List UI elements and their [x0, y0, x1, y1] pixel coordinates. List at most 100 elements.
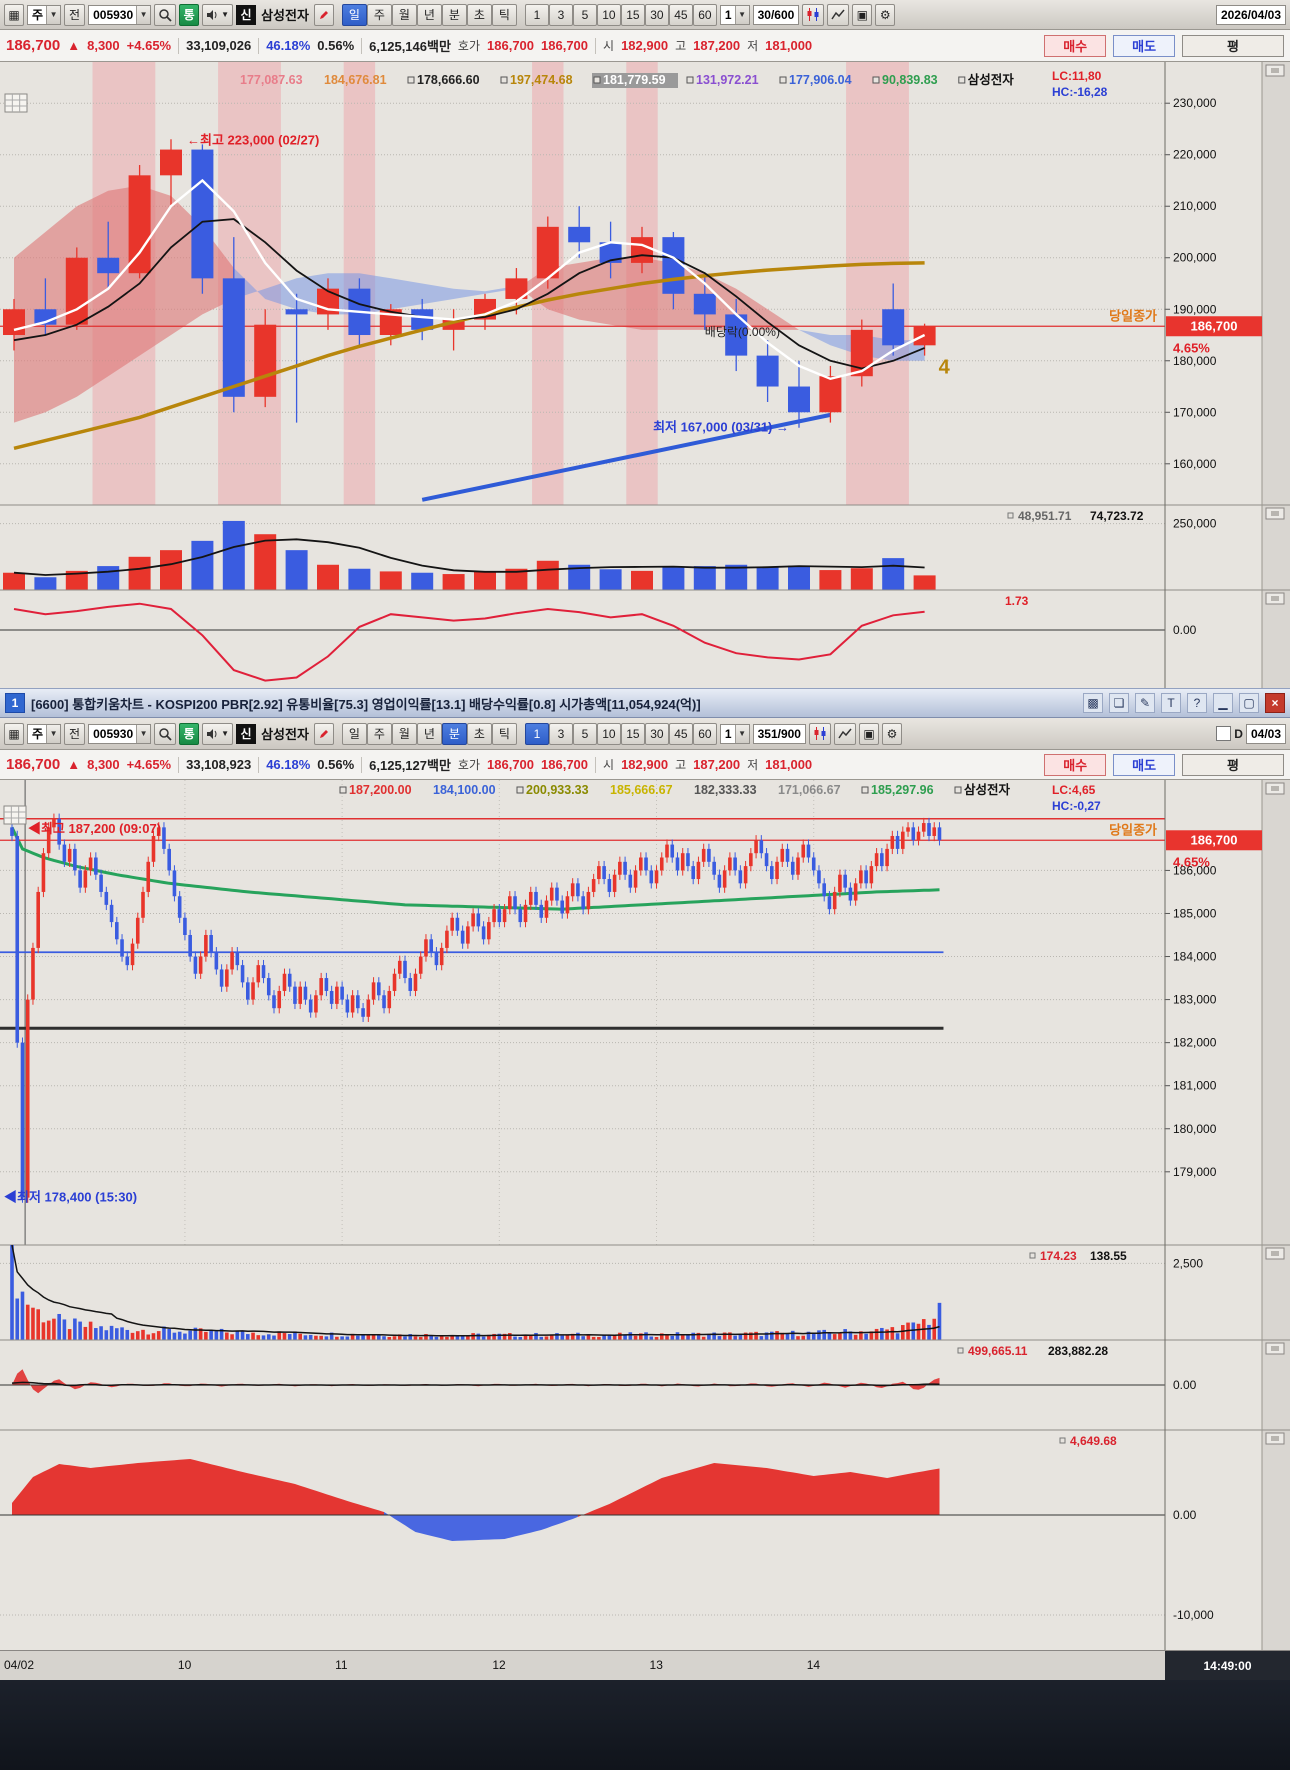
interval-button-15[interactable]: 15	[620, 722, 645, 745]
save-button[interactable]: ▣	[858, 722, 879, 745]
weekly-chart[interactable]: 160,000 170,000 180,000 190,000 200,000 210,0…	[0, 62, 1290, 688]
interval-button-60[interactable]: 60	[692, 3, 717, 26]
period-tab-초[interactable]: 초	[466, 3, 492, 26]
cascade-button[interactable]: ❏	[1109, 693, 1129, 713]
legend-item: 200,933.33	[526, 783, 589, 797]
interval-button-1[interactable]: 1	[524, 3, 549, 26]
period-tab-월[interactable]: 월	[391, 3, 417, 26]
chart-style-button[interactable]	[808, 722, 831, 745]
stock-code-input[interactable]: 005930 ▼	[88, 4, 152, 25]
help-button[interactable]: ?	[1187, 693, 1207, 713]
period-tab-주[interactable]: 주	[366, 3, 392, 26]
period-tab-월[interactable]: 월	[391, 722, 417, 745]
dividend-annotation: 배당락(0.00%)	[705, 325, 780, 339]
interval-button-5[interactable]: 5	[572, 3, 597, 26]
high-annotation: ←최고 223,000 (02/27)	[187, 132, 319, 147]
interval-button-30[interactable]: 30	[644, 3, 669, 26]
close-button[interactable]: ×	[1265, 693, 1285, 713]
credit-badge: 신	[236, 723, 257, 744]
interval-button-3[interactable]: 3	[548, 3, 573, 26]
interval-button-3[interactable]: 3	[548, 722, 573, 745]
edit-window-button[interactable]: ✎	[1135, 693, 1155, 713]
minimize-button[interactable]: ▁	[1213, 693, 1233, 713]
last-price: 186,700	[6, 756, 61, 773]
window-menu-button[interactable]: ▦	[4, 3, 24, 26]
text-tool-button[interactable]: T	[1161, 693, 1181, 713]
chart-style-window-button[interactable]: ▩	[1083, 693, 1103, 713]
interval-button-45[interactable]: 45	[668, 722, 693, 745]
chart-grid-button[interactable]	[3, 805, 27, 825]
period-tab-분[interactable]: 분	[441, 3, 467, 26]
restore-button[interactable]: ▢	[1239, 693, 1259, 713]
interval-button-1[interactable]: 1	[524, 722, 549, 745]
tong-button[interactable]: 통	[179, 3, 200, 26]
period-tab-분[interactable]: 분	[441, 722, 467, 745]
draw-tool-button[interactable]	[827, 3, 850, 26]
bid-price: 186,700	[541, 757, 589, 772]
interval-button-60[interactable]: 60	[692, 722, 717, 745]
buy-button[interactable]: 매수	[1044, 34, 1107, 57]
y-tick-label: 183,000	[1173, 993, 1217, 1007]
high-value: 187,200	[693, 757, 741, 772]
interval-button-10[interactable]: 10	[596, 722, 621, 745]
legend-item: 185,297.96	[871, 783, 934, 797]
date-field[interactable]: 04/03	[1245, 723, 1286, 744]
bar-count-field[interactable]: 351/900	[752, 723, 806, 744]
stock-code-input[interactable]: 005930 ▼	[88, 723, 152, 744]
chart-style-button[interactable]	[802, 3, 825, 26]
charttype-select[interactable]: 주 ▼	[27, 4, 62, 25]
charttype-select[interactable]: 주 ▼	[27, 723, 62, 744]
close-icon: ×	[1271, 696, 1279, 710]
open-label: 시	[603, 39, 615, 53]
high-value: 187,200	[693, 38, 741, 53]
interval-button-5[interactable]: 5	[572, 722, 597, 745]
period-tab-년[interactable]: 년	[416, 722, 442, 745]
tong-button[interactable]: 통	[179, 722, 200, 745]
ratio-value: 0.56%	[317, 757, 355, 772]
interval-button-30[interactable]: 30	[644, 722, 669, 745]
date-field[interactable]: 2026/04/03	[1215, 4, 1286, 25]
chart-grid-button[interactable]	[4, 93, 28, 113]
avg-button[interactable]: 평	[1182, 753, 1284, 776]
period-tab-틱[interactable]: 틱	[491, 3, 517, 26]
period-tab-일[interactable]: 일	[341, 722, 367, 745]
sell-button[interactable]: 매도	[1113, 753, 1176, 776]
search-button[interactable]	[154, 722, 177, 745]
jeon-button[interactable]: 전	[64, 722, 86, 745]
weekly-chart-svg[interactable]: 160,000 170,000 180,000 190,000 200,000 210,0…	[0, 62, 1290, 688]
period-tab-주[interactable]: 주	[366, 722, 392, 745]
buy-button[interactable]: 매수	[1044, 753, 1107, 776]
interval-select[interactable]: 1 ▼	[719, 4, 750, 25]
period-tab-일[interactable]: 일	[341, 3, 367, 26]
sound-button[interactable]: ▼	[202, 722, 234, 745]
interval-button-45[interactable]: 45	[668, 3, 693, 26]
period-tab-틱[interactable]: 틱	[491, 722, 517, 745]
divider	[258, 756, 260, 773]
search-button[interactable]	[154, 3, 177, 26]
period-tab-년[interactable]: 년	[416, 3, 442, 26]
edit-button[interactable]	[313, 722, 334, 745]
interval-button-10[interactable]: 10	[596, 3, 621, 26]
sound-button[interactable]: ▼	[202, 3, 234, 26]
window-menu-button[interactable]: ▦	[4, 722, 24, 745]
settings-button[interactable]: ⚙	[875, 3, 896, 26]
settings-button[interactable]: ⚙	[881, 722, 902, 745]
chart2-title: [6600] 통합키움차트 - KOSPI200 PBR[2.92] 유통비율[…	[31, 696, 701, 712]
text-icon: T	[1167, 696, 1175, 710]
edit-button[interactable]	[313, 3, 334, 26]
jeon-button[interactable]: 전	[64, 3, 86, 26]
legend-item: 삼성전자	[968, 72, 1015, 87]
bar-count-field[interactable]: 30/600	[752, 4, 800, 25]
date-checkbox[interactable]	[1216, 726, 1232, 741]
interval-button-15[interactable]: 15	[620, 3, 645, 26]
interval-select[interactable]: 1 ▼	[719, 723, 750, 744]
intraday-chart-svg[interactable]: 179,000 180,000 181,000 182,000 183,000 184,0…	[0, 780, 1290, 1650]
intraday-chart[interactable]: 179,000 180,000 181,000 182,000 183,000 184,0…	[0, 780, 1290, 1650]
save-button[interactable]: ▣	[852, 3, 873, 26]
avg-button[interactable]: 평	[1182, 34, 1284, 57]
legend-item: 185,666.67	[610, 783, 673, 797]
dropdown-icon: ▼	[46, 5, 61, 24]
sell-button[interactable]: 매도	[1113, 34, 1176, 57]
period-tab-초[interactable]: 초	[466, 722, 492, 745]
draw-tool-button[interactable]	[833, 722, 856, 745]
